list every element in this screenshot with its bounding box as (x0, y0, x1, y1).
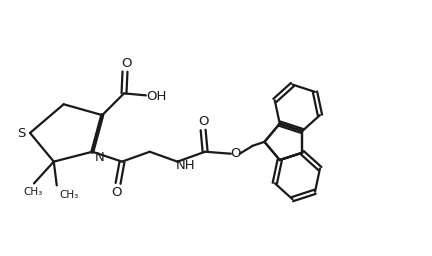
Text: CH₃: CH₃ (23, 187, 43, 197)
Text: S: S (17, 127, 25, 141)
Text: O: O (122, 57, 132, 70)
Text: CH₃: CH₃ (59, 190, 78, 200)
Text: N: N (95, 151, 104, 164)
Text: O: O (231, 147, 241, 160)
Text: OH: OH (146, 90, 167, 103)
Text: NH: NH (175, 159, 195, 172)
Text: O: O (111, 186, 121, 199)
Text: O: O (198, 115, 208, 127)
